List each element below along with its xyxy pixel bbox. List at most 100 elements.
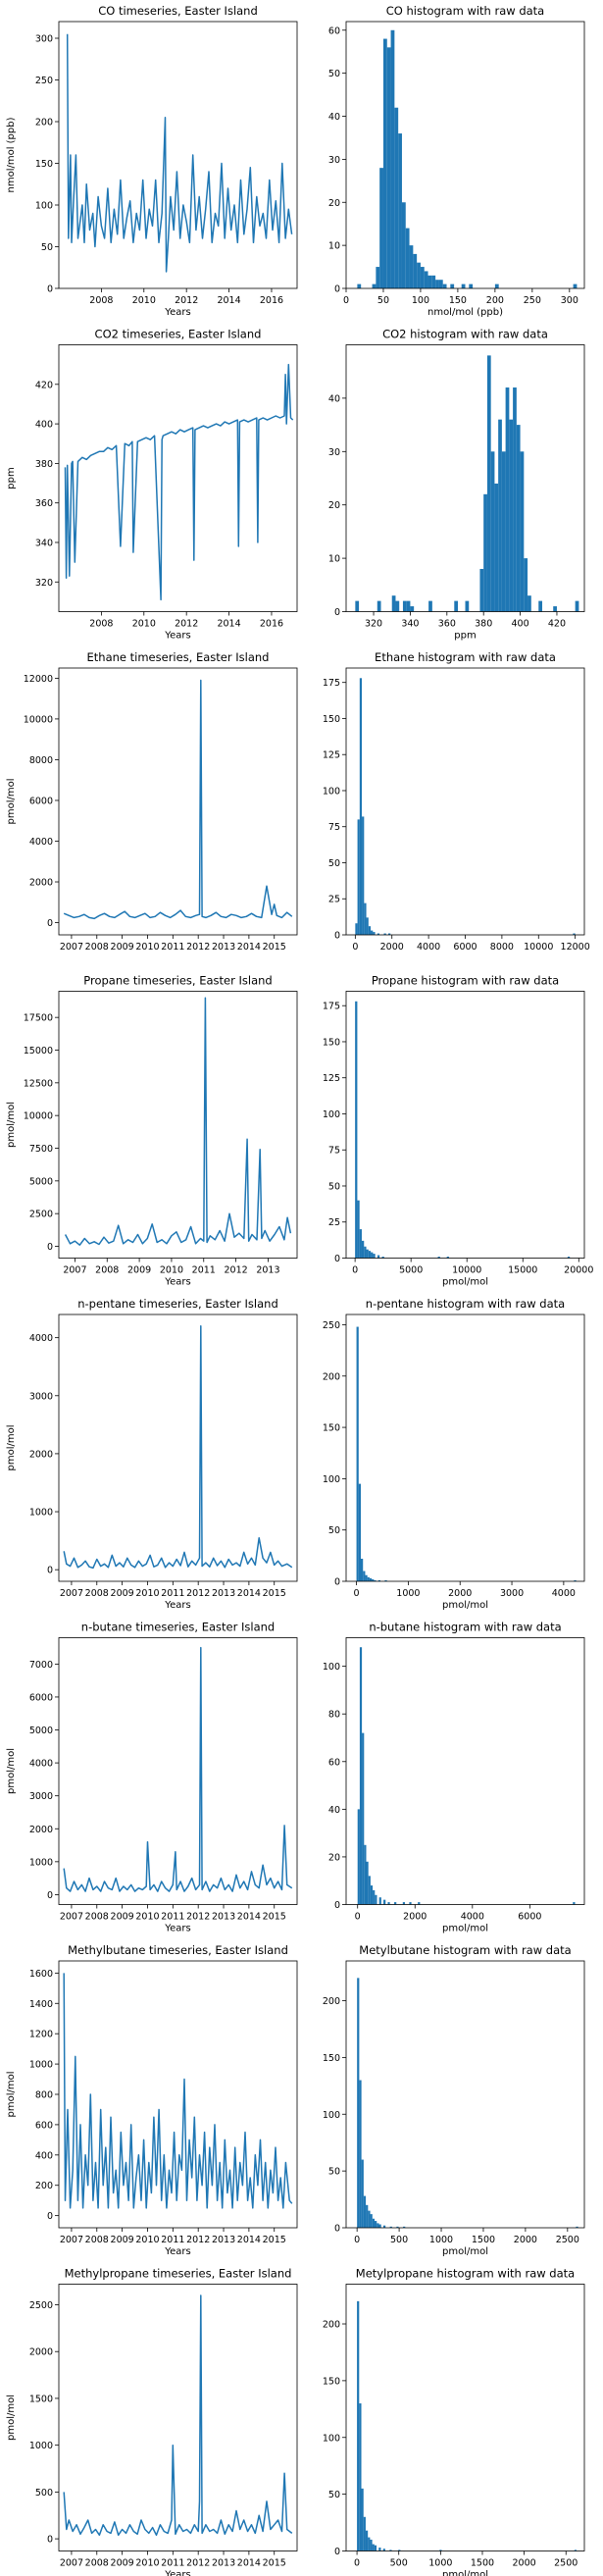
x-tick-label: 360 bbox=[438, 619, 456, 630]
plot-frame bbox=[345, 1960, 585, 2229]
x-tick-label: 0 bbox=[352, 942, 358, 953]
y-tick-label: 400 bbox=[35, 420, 53, 431]
series-line bbox=[63, 1325, 293, 1570]
histogram-bar bbox=[377, 2223, 379, 2228]
histogram-bar bbox=[427, 275, 432, 288]
y-tick-label: 4000 bbox=[29, 1759, 53, 1770]
x-tick-label: 2014 bbox=[237, 2235, 261, 2245]
x-tick-label: 2011 bbox=[161, 2558, 184, 2569]
histogram-bar bbox=[435, 280, 439, 288]
histogram-bar bbox=[501, 451, 506, 612]
x-tick-label: 2009 bbox=[111, 1588, 134, 1599]
y-tick-label: 75 bbox=[328, 822, 340, 833]
x-axis-label: pmol/mol bbox=[442, 2570, 488, 2576]
histogram-bar bbox=[359, 1229, 362, 1259]
series-line bbox=[64, 363, 294, 601]
histogram-bar bbox=[364, 1844, 367, 1905]
x-tick-label: 2010 bbox=[135, 2558, 159, 2569]
y-tick-label: 2000 bbox=[29, 878, 53, 889]
histogram-bar bbox=[520, 451, 525, 612]
x-tick-label: 2008 bbox=[89, 295, 113, 306]
chart-title: CO timeseries, Easter Island bbox=[98, 4, 258, 18]
x-tick-label: 2000 bbox=[380, 942, 404, 953]
histogram-bar bbox=[498, 419, 502, 612]
histogram-bar bbox=[355, 1001, 358, 1259]
y-tick-label: 50 bbox=[41, 242, 53, 253]
x-tick-label: 2007 bbox=[60, 1588, 83, 1599]
y-tick-label: 800 bbox=[35, 2090, 53, 2101]
histogram-bar bbox=[359, 678, 363, 935]
histogram-bar bbox=[366, 1249, 369, 1259]
x-tick-label: 2015 bbox=[263, 1588, 286, 1599]
x-tick-label: 2008 bbox=[85, 1912, 109, 1923]
x-tick-label: 1500 bbox=[472, 2235, 495, 2245]
y-tick-label: 25 bbox=[328, 895, 340, 905]
y-tick-label: 150 bbox=[35, 159, 53, 170]
histogram-bar bbox=[378, 1897, 381, 1905]
chart-panel-6: Propane timeseries, Easter Island 2007 200… bbox=[6, 974, 298, 1288]
histogram-bar bbox=[372, 2218, 376, 2228]
x-tick-label: 2000 bbox=[513, 2558, 536, 2569]
histogram-bar bbox=[368, 2537, 371, 2551]
series-line bbox=[63, 1646, 293, 1892]
y-tick-label: 250 bbox=[323, 1320, 340, 1331]
histogram-bar bbox=[378, 2224, 381, 2228]
plot-frame bbox=[58, 1314, 298, 1582]
histogram-bar bbox=[370, 1885, 374, 1905]
x-tick-label: 2007 bbox=[60, 942, 83, 953]
histogram-bar bbox=[438, 280, 443, 288]
chart-title: Methylbutane timeseries, Easter Island bbox=[68, 1943, 288, 1957]
histogram-bar bbox=[479, 568, 484, 612]
histogram-bar bbox=[359, 1647, 363, 1905]
histogram-bar bbox=[538, 600, 543, 612]
y-tick-label: 360 bbox=[35, 498, 53, 509]
x-tick-label: 150 bbox=[449, 295, 467, 306]
y-axis-label: pmol/mol bbox=[6, 1425, 17, 1471]
histogram-bar bbox=[370, 2539, 373, 2551]
y-tick-label: 75 bbox=[328, 1146, 340, 1157]
plot-frame bbox=[58, 667, 298, 936]
x-tick-label: 250 bbox=[524, 295, 541, 306]
x-tick-label: 2007 bbox=[60, 1912, 83, 1923]
x-tick-label: 2010 bbox=[132, 619, 156, 630]
histogram-bar bbox=[396, 2226, 399, 2228]
y-tick-label: 0 bbox=[47, 2535, 53, 2546]
histogram-bar bbox=[375, 1894, 377, 1905]
histogram-bar bbox=[418, 1902, 421, 1905]
histogram-bar bbox=[509, 419, 514, 612]
plot-frame bbox=[345, 2284, 585, 2551]
x-tick-label: 500 bbox=[390, 2558, 408, 2569]
y-tick-label: 0 bbox=[47, 2211, 53, 2222]
histogram-bar bbox=[486, 355, 491, 612]
histogram-bar bbox=[361, 2159, 364, 2228]
y-tick-label: 200 bbox=[323, 2320, 340, 2331]
chart-panel-5: Ethane histogram with raw data 0 2000 4000 6… bbox=[323, 650, 590, 953]
y-tick-label: 2500 bbox=[29, 2300, 53, 2311]
x-tick-label: 2010 bbox=[160, 1265, 183, 1276]
chart-panel-3: CO2 histogram with raw data 320 340 360 380 4… bbox=[328, 328, 585, 642]
chart-title: n-pentane timeseries, Easter Island bbox=[77, 1297, 278, 1311]
chart-title: Methylpropane timeseries, Easter Island bbox=[65, 2267, 292, 2281]
x-tick-label: 320 bbox=[365, 619, 382, 630]
histogram-bar bbox=[401, 202, 406, 288]
histogram-bar bbox=[371, 930, 374, 935]
x-axis-label: Years bbox=[164, 1277, 190, 1288]
histogram-bar bbox=[437, 1257, 440, 1259]
y-tick-label: 4000 bbox=[29, 837, 53, 848]
x-tick-label: 4000 bbox=[552, 1588, 576, 1599]
histogram-bar bbox=[366, 917, 369, 935]
x-tick-label: 0 bbox=[354, 2235, 360, 2245]
y-tick-label: 12500 bbox=[24, 1078, 53, 1089]
histogram-bar bbox=[356, 1326, 359, 1581]
y-axis-label: pmol/mol bbox=[6, 1748, 17, 1794]
y-tick-label: 1400 bbox=[29, 1999, 53, 2010]
y-tick-label: 0 bbox=[334, 284, 340, 295]
y-tick-label: 500 bbox=[35, 2488, 53, 2499]
y-tick-label: 100 bbox=[323, 1109, 340, 1120]
y-tick-label: 60 bbox=[328, 26, 340, 36]
y-tick-label: 380 bbox=[35, 459, 53, 470]
histogram-bar bbox=[450, 283, 455, 288]
y-tick-label: 17500 bbox=[24, 1013, 53, 1024]
chart-title: Metylpropane histogram with raw data bbox=[356, 2267, 575, 2281]
histogram-bar bbox=[355, 923, 358, 935]
